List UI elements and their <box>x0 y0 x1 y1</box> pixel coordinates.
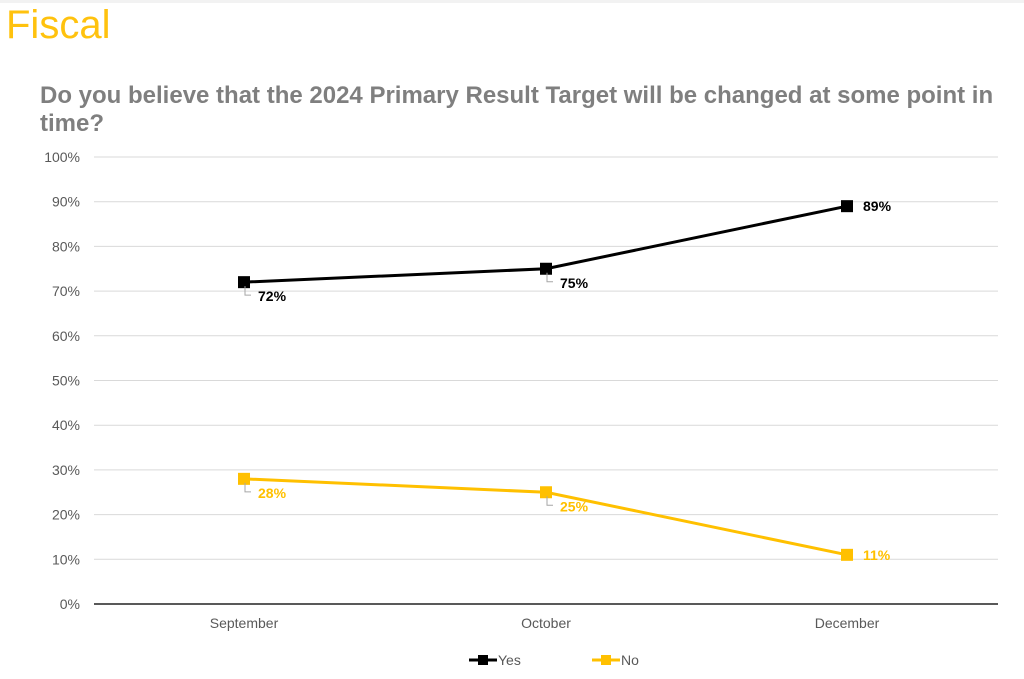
top-border <box>0 0 1024 3</box>
legend-label: No <box>621 652 639 668</box>
y-tick-label: 100% <box>44 149 80 165</box>
gridlines <box>94 156 998 605</box>
data-label: 72% <box>258 288 287 304</box>
data-label: 75% <box>560 275 589 291</box>
data-marker <box>540 262 552 275</box>
x-axis-ticks: September October December <box>210 615 880 631</box>
x-tick-label: September <box>210 615 279 631</box>
leader-line <box>546 496 553 506</box>
x-tick-label: October <box>521 615 571 631</box>
series-no: 28% 25% 11% <box>238 472 891 563</box>
brand-title: Fiscal <box>6 3 111 47</box>
legend-marker <box>478 655 488 665</box>
y-tick-label: 40% <box>52 417 80 433</box>
leader-line <box>244 286 251 296</box>
y-tick-label: 90% <box>52 194 80 210</box>
chart-title: Do you believe that the 2024 Primary Res… <box>40 82 994 137</box>
y-tick-label: 60% <box>52 328 80 344</box>
data-label: 25% <box>560 498 589 514</box>
data-marker <box>238 276 250 289</box>
x-tick-label: December <box>815 615 880 631</box>
leader-line <box>546 272 553 283</box>
leader-line <box>244 482 251 493</box>
y-tick-label: 30% <box>52 462 80 478</box>
legend-item-no: No <box>592 652 639 668</box>
data-label: 28% <box>258 485 287 501</box>
legend: Yes No <box>469 652 639 668</box>
y-tick-label: 0% <box>60 596 80 612</box>
data-label: 11% <box>863 547 891 563</box>
data-marker <box>841 548 853 561</box>
data-marker <box>238 472 250 485</box>
series-group: 72% 75% 89% 28% 25% 11% <box>238 198 892 563</box>
y-axis-ticks: 0% 10% 20% 30% 40% 50% 60% 70% 80% 90% 100% <box>44 149 80 612</box>
data-marker <box>841 200 853 213</box>
y-tick-label: 50% <box>52 373 80 389</box>
legend-item-yes: Yes <box>469 652 521 668</box>
data-label: 89% <box>863 198 892 214</box>
y-tick-label: 20% <box>52 507 80 523</box>
y-tick-label: 10% <box>52 551 80 567</box>
series-yes: 72% 75% 89% <box>238 198 892 304</box>
data-marker <box>540 486 552 499</box>
y-tick-label: 70% <box>52 283 80 299</box>
legend-marker <box>601 655 611 665</box>
legend-label: Yes <box>498 652 521 668</box>
y-tick-label: 80% <box>52 238 80 254</box>
